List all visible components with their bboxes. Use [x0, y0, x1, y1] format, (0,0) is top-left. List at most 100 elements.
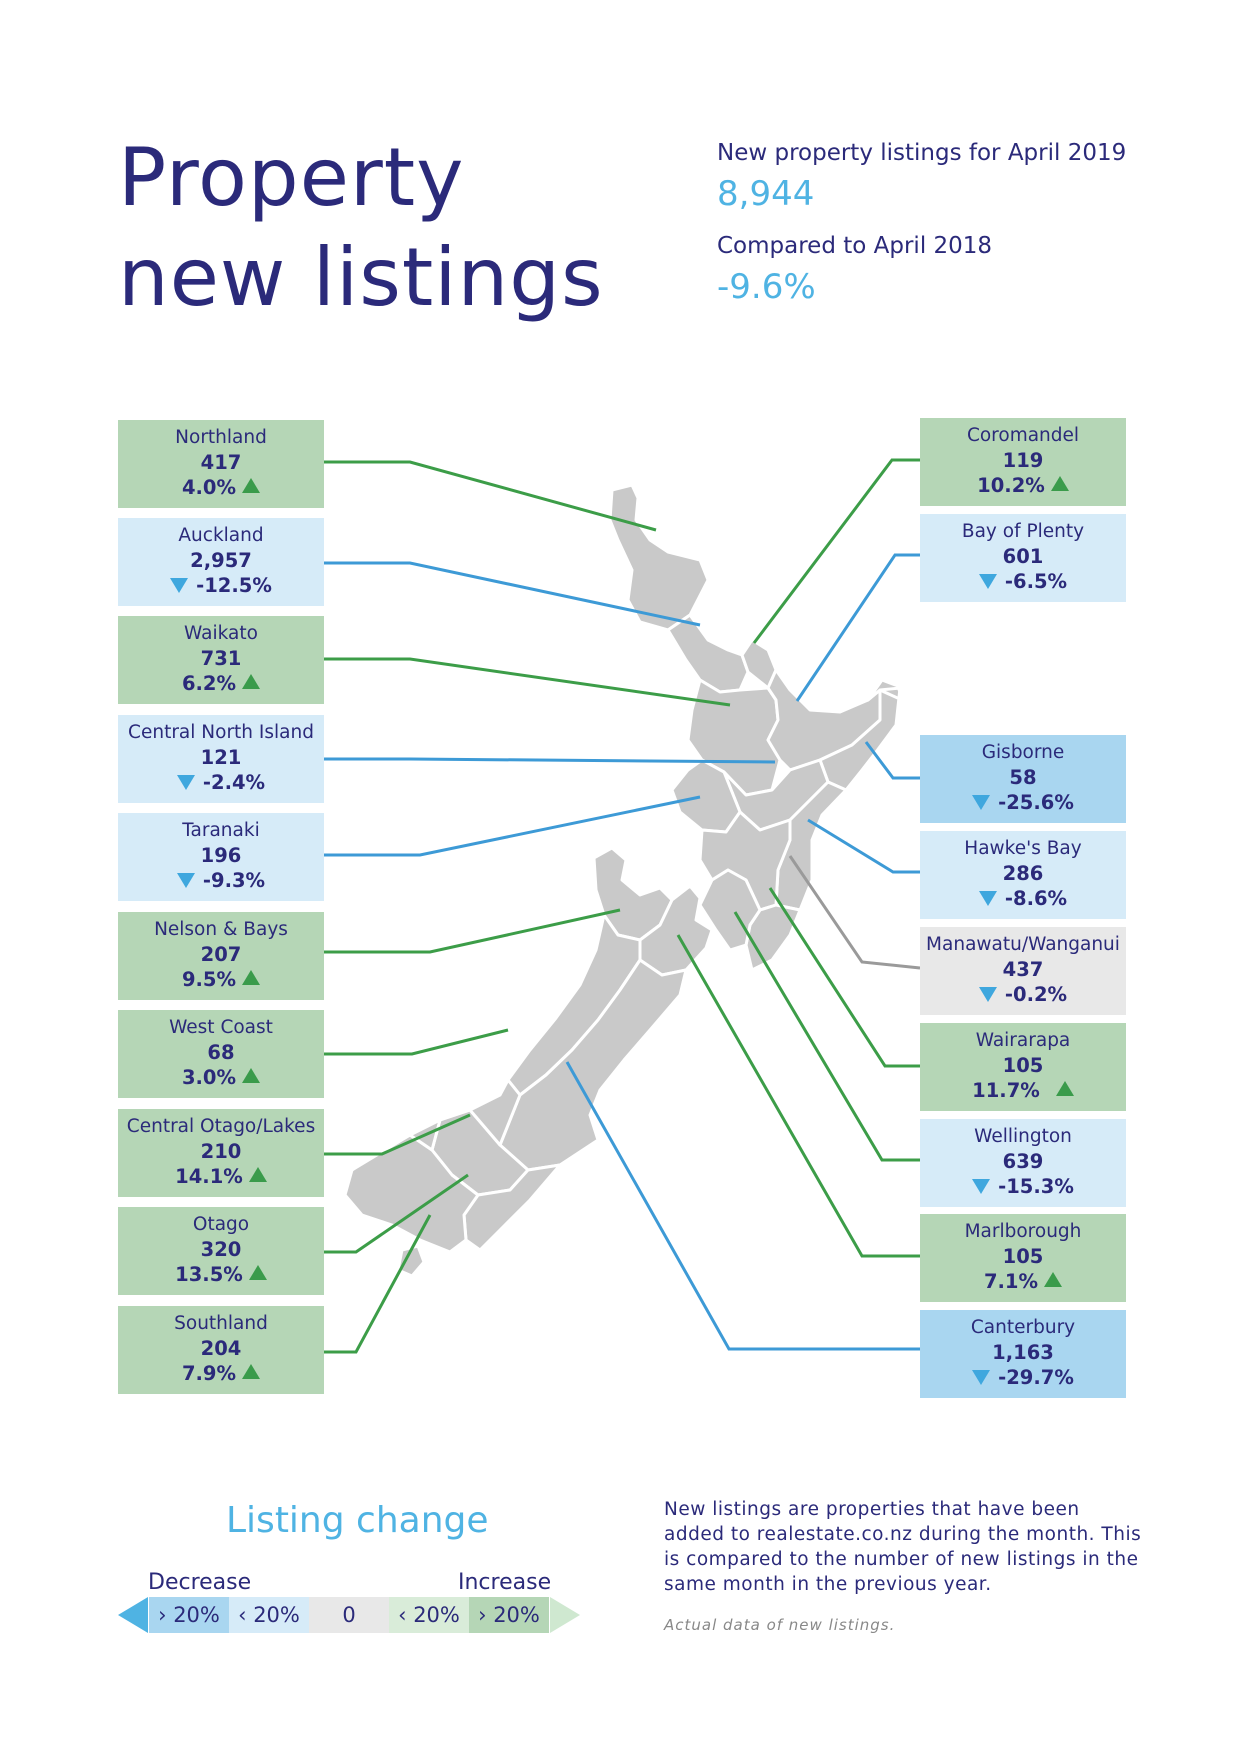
region-box-canterbury: Canterbury 1,163 -29.7% — [920, 1310, 1126, 1398]
compare-label: Compared to April 2018 — [717, 233, 993, 259]
line-auckland — [320, 561, 701, 627]
region-name: Central Otago/Lakes — [126, 1116, 316, 1137]
region-value: 119 — [1002, 449, 1044, 472]
down-arrow-icon — [972, 1370, 991, 1385]
region-name: Northland — [175, 427, 267, 448]
south-island — [343, 846, 714, 1278]
up-arrow-icon — [242, 674, 261, 689]
region-change: 3.0% — [118, 1065, 324, 1090]
region-marlborough — [638, 884, 714, 977]
region-box-hawkes-bay: Hawke's Bay 286 -8.6% — [920, 831, 1126, 919]
region-name: West Coast — [169, 1017, 273, 1038]
region-name: Gisborne — [981, 742, 1065, 763]
region-northland — [608, 483, 710, 632]
down-arrow-icon — [978, 987, 997, 1002]
region-auckland — [666, 613, 750, 694]
legend-title: Listing change — [226, 1500, 489, 1541]
title-line-2: new listings — [118, 231, 604, 324]
region-value: 105 — [1002, 1245, 1044, 1268]
up-arrow-icon — [242, 970, 261, 985]
region-name: Waikato — [184, 623, 258, 644]
line-central-otago-lakes — [320, 1113, 471, 1156]
line-wellington — [733, 911, 920, 1162]
region-change: 14.1% — [118, 1164, 324, 1189]
up-arrow-icon — [242, 1068, 261, 1083]
footnote: Actual data of new listings. — [664, 1616, 896, 1634]
region-change: 10.2% — [920, 473, 1126, 498]
region-change: -8.6% — [920, 886, 1126, 911]
line-otago — [320, 1173, 469, 1254]
line-coromandel — [752, 458, 920, 644]
up-arrow-icon — [242, 478, 261, 493]
up-arrow-icon — [1050, 476, 1069, 491]
down-arrow-icon — [978, 891, 997, 906]
region-name: Central North Island — [128, 722, 314, 743]
region-value: 121 — [200, 746, 242, 769]
region-value: 2,957 — [190, 549, 252, 572]
region-value: 731 — [200, 647, 242, 670]
decrease-arrow-icon — [118, 1597, 148, 1633]
listings-label: New property listings for April 2019 — [717, 140, 1127, 166]
listings-value: 8,944 — [717, 174, 815, 214]
region-box-auckland: Auckland 2,957 -12.5% — [118, 518, 324, 606]
line-central-north-island — [320, 757, 776, 764]
region-change: -25.6% — [920, 790, 1126, 815]
region-value: 207 — [200, 943, 242, 966]
line-west-coast — [320, 1028, 509, 1056]
region-box-coromandel: Coromandel 119 10.2% — [920, 418, 1126, 506]
region-box-west-coast: West Coast 68 3.0% — [118, 1010, 324, 1098]
region-change: 7.9% — [118, 1361, 324, 1386]
region-name: Manawatu/Wanganui — [926, 934, 1120, 955]
region-value: 639 — [1002, 1150, 1044, 1173]
down-arrow-icon — [978, 574, 997, 589]
region-value: 196 — [200, 844, 242, 867]
region-value: 1,163 — [992, 1341, 1054, 1364]
down-arrow-icon — [972, 1179, 991, 1194]
region-value: 204 — [200, 1337, 242, 1360]
line-waikato — [320, 657, 731, 707]
region-box-manawatu-wanganui: Manawatu/Wanganui 437 -0.2% — [920, 927, 1126, 1015]
region-box-taranaki: Taranaki 196 -9.3% — [118, 813, 324, 901]
region-name: Southland — [174, 1313, 268, 1334]
region-stewart-island — [396, 1244, 426, 1278]
line-gisborne — [864, 741, 920, 780]
line-bay-of-plenty — [795, 553, 920, 702]
line-marlborough — [676, 934, 920, 1258]
region-name: Wairarapa — [975, 1030, 1071, 1051]
legend-strong-increase: › 20% — [469, 1597, 549, 1633]
up-arrow-icon — [1044, 1272, 1063, 1287]
region-change: 9.5% — [118, 967, 324, 992]
legend-strong-decrease: › 20% — [149, 1597, 229, 1633]
legend-scale: › 20% ‹ 20% 0 ‹ 20% › 20% — [149, 1597, 549, 1633]
connector-lines — [320, 458, 921, 1354]
region-change: -2.4% — [118, 770, 324, 795]
region-fiordland — [350, 1078, 522, 1172]
region-value: 417 — [200, 451, 242, 474]
region-box-otago: Otago 320 13.5% — [118, 1207, 324, 1295]
region-name: Coromandel — [966, 425, 1080, 446]
page-title: Property new listings — [118, 128, 604, 328]
region-value: 601 — [1002, 545, 1044, 568]
line-taranaki — [320, 795, 701, 857]
up-arrow-icon — [242, 1364, 261, 1379]
region-change: -6.5% — [920, 569, 1126, 594]
region-change: 13.5% — [118, 1262, 324, 1287]
legend-increase-label: Increase — [458, 1570, 552, 1595]
region-box-southland: Southland 204 7.9% — [118, 1306, 324, 1394]
region-box-northland: Northland 417 4.0% — [118, 420, 324, 508]
up-arrow-icon — [248, 1265, 267, 1280]
north-island — [608, 483, 904, 972]
legend-decrease-label: Decrease — [148, 1570, 252, 1595]
line-nelson-bays — [320, 908, 621, 954]
region-box-wairarapa: Wairarapa 105 11.7% — [920, 1023, 1126, 1111]
region-value: 68 — [207, 1041, 235, 1064]
region-name: Canterbury — [970, 1317, 1076, 1338]
line-wairarapa — [768, 887, 920, 1068]
down-arrow-icon — [176, 775, 195, 790]
region-name: Taranaki — [182, 820, 260, 841]
region-value: 58 — [1009, 766, 1037, 789]
region-change: -15.3% — [920, 1174, 1126, 1199]
down-arrow-icon — [972, 795, 991, 810]
region-change: -29.7% — [920, 1365, 1126, 1390]
